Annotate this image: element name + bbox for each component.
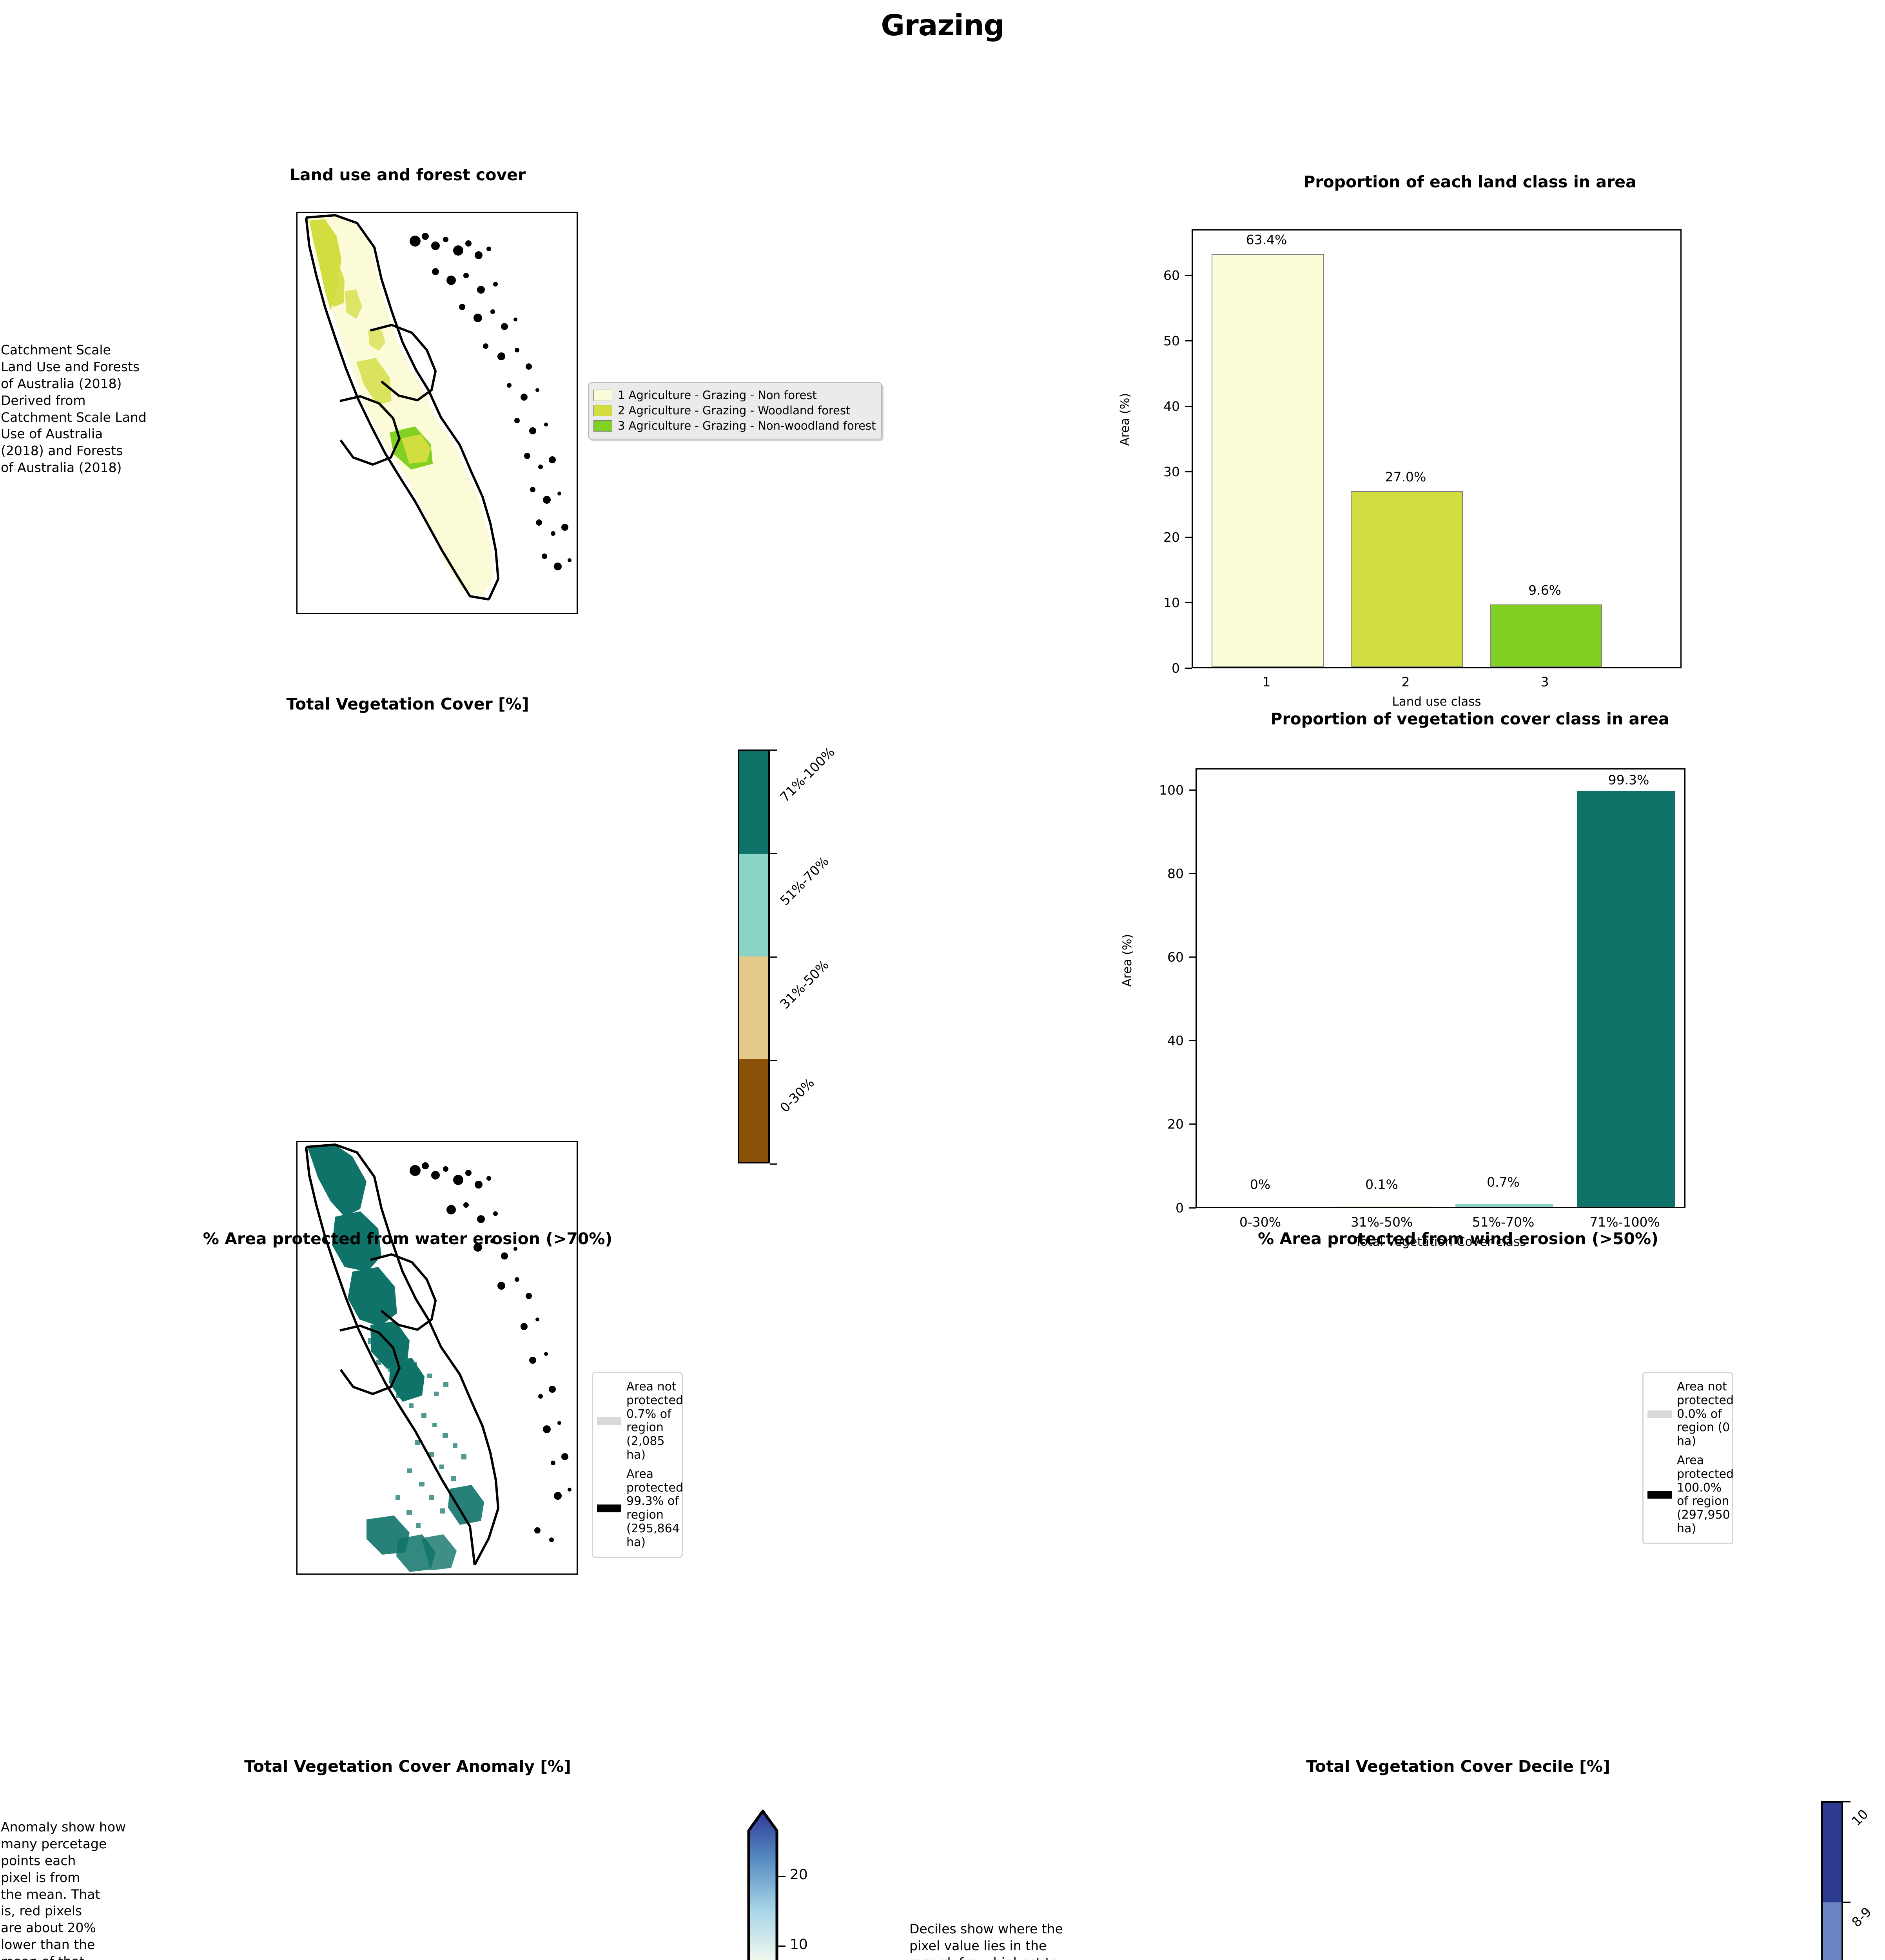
legend-label-protected: Area protected 100.0% of region (297,950… bbox=[1677, 1453, 1734, 1535]
chart2-xtick-4: 71%-100% bbox=[1589, 1214, 1660, 1230]
cbar-label-71-100: 71%-100% bbox=[777, 744, 838, 805]
wind-erosion-legend: Area not protected 0.0% of region (0 ha)… bbox=[1642, 1372, 1734, 1544]
bar-2[interactable] bbox=[1351, 491, 1463, 667]
cbar-seg-31-50 bbox=[739, 956, 768, 1059]
chart1-ytick-60: 60 bbox=[1163, 268, 1180, 283]
legend-label-3: 3 Agriculture - Grazing - Non-woodland f… bbox=[618, 419, 876, 432]
land-use-legend: 1 Agriculture - Grazing - Non forest 2 A… bbox=[588, 382, 882, 439]
decile-seg-10 bbox=[1823, 1803, 1841, 1903]
chart2-ytick-0: 0 bbox=[1176, 1200, 1184, 1216]
water-erosion-legend: Area not protected 0.7% of region (2,085… bbox=[592, 1372, 683, 1558]
decile-label-8-9: 8-9 bbox=[1849, 1904, 1874, 1930]
decile-note: Deciles show where the pixel value lies … bbox=[909, 1921, 1063, 1960]
wind-erosion-map-title: % Area protected from wind erosion (>50%… bbox=[1258, 1229, 1658, 1248]
anomaly-colorbar bbox=[747, 1809, 778, 1960]
legend-swatch-1 bbox=[593, 389, 612, 401]
chart1-ytick-0: 0 bbox=[1172, 661, 1180, 676]
veg-cover-colorbar bbox=[738, 750, 770, 1163]
legend-swatch-protected bbox=[597, 1504, 621, 1513]
legend-swatch-protected bbox=[1647, 1491, 1672, 1499]
bar-0-30-value: 0% bbox=[1250, 1177, 1271, 1192]
land-use-map-graphic bbox=[305, 214, 571, 601]
chart2-ylabel: Area (%) bbox=[1120, 934, 1134, 987]
legend-item: Area protected 99.3% of region (295,864 … bbox=[597, 1467, 683, 1550]
anom-tick-10: 10 bbox=[790, 1936, 808, 1953]
chart1-ytick-20: 20 bbox=[1163, 530, 1180, 545]
legend-label-1: 1 Agriculture - Grazing - Non forest bbox=[618, 388, 817, 402]
legend-swatch-2 bbox=[593, 405, 612, 416]
cbar-label-51-70: 51%-70% bbox=[777, 853, 832, 909]
chart1-ytick-10: 10 bbox=[1163, 595, 1180, 610]
decile-map-title: Total Vegetation Cover Decile [%] bbox=[1306, 1757, 1610, 1776]
anomaly-map-title: Total Vegetation Cover Anomaly [%] bbox=[244, 1757, 571, 1776]
decile-colorbar bbox=[1821, 1801, 1843, 1960]
legend-label-2: 2 Agriculture - Grazing - Woodland fores… bbox=[618, 404, 851, 417]
chart2-title: Proportion of vegetation cover class in … bbox=[1270, 710, 1669, 728]
legend-item: Area protected 100.0% of region (297,950… bbox=[1647, 1454, 1734, 1536]
page-title: Grazing bbox=[881, 9, 1004, 42]
bar-51-70[interactable] bbox=[1455, 1204, 1553, 1207]
chart1-ytick-50: 50 bbox=[1163, 333, 1180, 348]
bar-3[interactable] bbox=[1490, 604, 1602, 667]
chart2-xtick-3: 51%-70% bbox=[1472, 1214, 1535, 1230]
cbar-seg-51-70 bbox=[739, 854, 768, 956]
chart2-ytick-60: 60 bbox=[1167, 949, 1184, 965]
chart1-xtick-3: 3 bbox=[1540, 674, 1549, 690]
cbar-label-31-50: 31%-50% bbox=[777, 957, 832, 1012]
chart2-ytick-20: 20 bbox=[1167, 1116, 1184, 1132]
veg-class-bar-chart: Proportion of vegetation cover class in … bbox=[1098, 694, 1842, 1249]
anom-tick-20: 20 bbox=[790, 1867, 808, 1883]
legend-item: 1 Agriculture - Grazing - Non forest bbox=[593, 388, 876, 402]
bar-31-50-value: 0.1% bbox=[1365, 1177, 1398, 1192]
legend-swatch-not-protected bbox=[597, 1417, 621, 1425]
chart1-xtick-2: 2 bbox=[1401, 674, 1410, 690]
bar-71-100-value: 99.3% bbox=[1608, 772, 1649, 788]
chart1-xtick-1: 1 bbox=[1262, 674, 1271, 690]
cbar-seg-0-30 bbox=[739, 1059, 768, 1162]
chart2-ytick-40: 40 bbox=[1167, 1033, 1184, 1048]
chart1-ytick-40: 40 bbox=[1163, 399, 1180, 414]
chart1-title: Proportion of each land class in area bbox=[1303, 172, 1636, 191]
chart1-ytick-30: 30 bbox=[1163, 464, 1180, 479]
land-class-bar-chart: Proportion of each land class in area 63… bbox=[1098, 157, 1842, 709]
anomaly-note: Anomaly show how many percetage points e… bbox=[1, 1819, 126, 1960]
legend-label-not-protected: Area not protected 0.7% of region (2,085… bbox=[626, 1380, 684, 1462]
bar-3-value: 9.6% bbox=[1528, 583, 1561, 598]
chart2-ytick-100: 100 bbox=[1159, 782, 1184, 798]
bar-71-100[interactable] bbox=[1577, 791, 1675, 1207]
water-erosion-map-title: % Area protected from water erosion (>70… bbox=[203, 1229, 613, 1248]
bar-2-value: 27.0% bbox=[1385, 469, 1426, 485]
decile-seg-8-9 bbox=[1823, 1902, 1841, 1960]
chart1-ylabel: Area (%) bbox=[1118, 393, 1132, 446]
legend-swatch-not-protected bbox=[1647, 1410, 1672, 1418]
legend-label-protected: Area protected 99.3% of region (295,864 … bbox=[626, 1467, 684, 1549]
legend-label-not-protected: Area not protected 0.0% of region (0 ha) bbox=[1677, 1380, 1734, 1448]
bar-1[interactable] bbox=[1212, 254, 1324, 667]
land-use-map-title: Land use and forest cover bbox=[289, 165, 526, 184]
chart2-xlabel: Total Vegetation Cover class bbox=[1355, 1235, 1526, 1249]
veg-cover-map[interactable] bbox=[296, 1141, 578, 1575]
bar-1-value: 63.4% bbox=[1246, 232, 1287, 247]
chart2-ytick-80: 80 bbox=[1167, 866, 1184, 881]
cbar-seg-71-100 bbox=[739, 751, 768, 854]
land-use-map[interactable] bbox=[296, 212, 578, 614]
cbar-label-0-30: 0-30% bbox=[777, 1075, 817, 1116]
legend-swatch-3 bbox=[593, 420, 612, 432]
veg-cover-map-title: Total Vegetation Cover [%] bbox=[286, 695, 529, 713]
legend-item: 3 Agriculture - Grazing - Non-woodland f… bbox=[593, 419, 876, 432]
chart2-xtick-2: 31%-50% bbox=[1350, 1214, 1413, 1230]
decile-label-10: 10 bbox=[1849, 1806, 1871, 1829]
bar-51-70-value: 0.7% bbox=[1487, 1174, 1520, 1190]
chart1-xlabel: Land use class bbox=[1392, 695, 1481, 709]
chart2-xtick-1: 0-30% bbox=[1239, 1214, 1281, 1230]
legend-item: Area not protected 0.0% of region (0 ha) bbox=[1647, 1380, 1734, 1448]
veg-cover-map-graphic bbox=[305, 1143, 571, 1572]
legend-item: Area not protected 0.7% of region (2,085… bbox=[597, 1380, 683, 1462]
legend-item: 2 Agriculture - Grazing - Woodland fores… bbox=[593, 404, 876, 417]
land-use-source-note: Catchment Scale Land Use and Forests of … bbox=[1, 342, 147, 475]
